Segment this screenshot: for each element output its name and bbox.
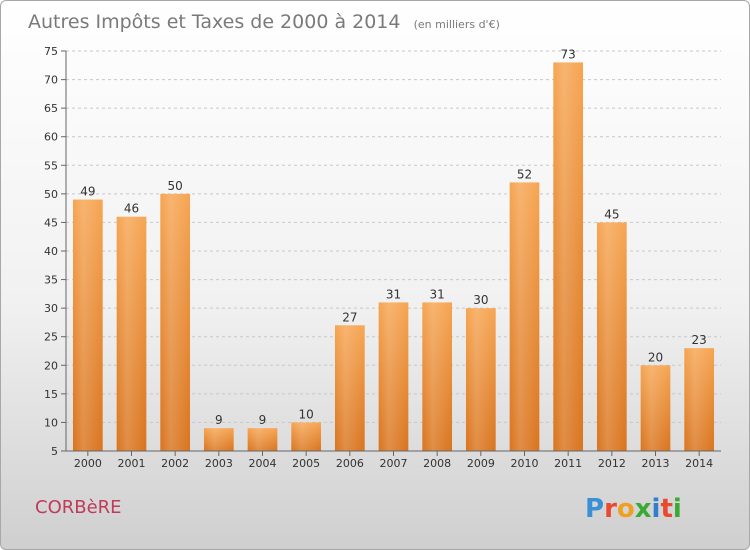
y-tick-label: 35: [44, 274, 58, 287]
proxiti-logo: Proxiti: [585, 494, 682, 524]
y-tick-label: 60: [44, 131, 58, 144]
logo-letter: i: [673, 494, 682, 524]
bar-shine: [596, 222, 627, 451]
y-tick-label: 45: [44, 216, 58, 229]
x-tick-label: 2002: [161, 457, 189, 470]
bar-shine: [203, 428, 234, 451]
bar-shine: [247, 428, 278, 451]
bar-shine: [684, 348, 715, 451]
value-label: 20: [648, 350, 663, 364]
bar-shine: [160, 193, 191, 451]
logo-letter: o: [617, 494, 635, 524]
value-label: 9: [259, 413, 267, 427]
chart-title-main: Autres Impôts et Taxes de 2000 à 2014: [28, 11, 401, 33]
value-label: 50: [168, 179, 183, 193]
bar-shine: [291, 422, 322, 451]
y-tick-label: 50: [44, 188, 58, 201]
value-label: 30: [473, 293, 488, 307]
x-tick-label: 2010: [511, 457, 539, 470]
value-label: 73: [561, 47, 576, 61]
value-label: 23: [692, 333, 707, 347]
bar-shine: [553, 62, 584, 452]
value-label: 10: [299, 407, 314, 421]
y-tick-label: 70: [44, 74, 58, 87]
value-label: 46: [124, 202, 139, 216]
bar-shine: [72, 199, 103, 451]
y-tick-label: 25: [44, 331, 58, 344]
y-tick-label: 55: [44, 159, 58, 172]
bar-shine: [509, 182, 540, 451]
x-tick-label: 2006: [336, 457, 364, 470]
value-label: 31: [430, 287, 445, 301]
value-label: 9: [215, 413, 223, 427]
bar-shine: [465, 308, 496, 451]
logo-letter: r: [604, 494, 617, 524]
logo-letter: P: [585, 494, 604, 524]
y-axis: 5 10 15 20 25 30 35 40 45 50 55 60 65 70 75: [44, 45, 67, 458]
y-tick-label: 65: [44, 102, 58, 115]
x-tick-label: 2009: [467, 457, 495, 470]
x-tick-label: 2001: [118, 457, 146, 470]
town-name: CORBèRE: [35, 497, 122, 518]
bar-shine: [640, 365, 671, 451]
value-label: 52: [517, 167, 532, 181]
x-axis: 2000 2001 2002 2003 2004 2005 2006 2007 2008 2009…: [66, 450, 721, 470]
y-tick-label: 40: [44, 245, 58, 258]
value-label: 31: [386, 287, 401, 301]
y-tick-label: 5: [51, 445, 58, 458]
x-tick-label: 2004: [249, 457, 277, 470]
y-tick-label: 15: [44, 388, 58, 401]
x-tick-label: 2011: [554, 457, 582, 470]
value-label: 27: [342, 310, 357, 324]
y-tick-label: 20: [44, 359, 58, 372]
y-tick-label: 75: [44, 45, 58, 58]
x-tick-label: 2003: [205, 457, 233, 470]
logo-letter: t: [660, 494, 672, 524]
chart-title-unit: (en milliers d'€): [414, 18, 500, 31]
x-tick-label: 2007: [380, 457, 408, 470]
bar-shine: [378, 302, 409, 451]
x-tick-label: 2012: [598, 457, 626, 470]
logo-letter: x: [635, 494, 652, 524]
y-tick-label: 30: [44, 302, 58, 315]
bar-shine: [116, 216, 147, 451]
x-tick-label: 2000: [74, 457, 102, 470]
x-tick-label: 2013: [642, 457, 670, 470]
value-label: 45: [604, 207, 619, 221]
y-tick-label: 10: [44, 416, 58, 429]
chart-title: Autres Impôts et Taxes de 2000 à 2014 (e…: [28, 11, 500, 33]
x-tick-label: 2008: [423, 457, 451, 470]
bar-shine: [334, 325, 365, 451]
x-tick-label: 2014: [685, 457, 713, 470]
logo-letter: i: [652, 494, 661, 524]
bars: 49 46 50 9 9 10 27 31 31 30 52 73 45 20 23: [72, 47, 715, 452]
value-label: 49: [80, 185, 95, 199]
bar-shine: [422, 302, 453, 451]
x-tick-label: 2005: [292, 457, 320, 470]
